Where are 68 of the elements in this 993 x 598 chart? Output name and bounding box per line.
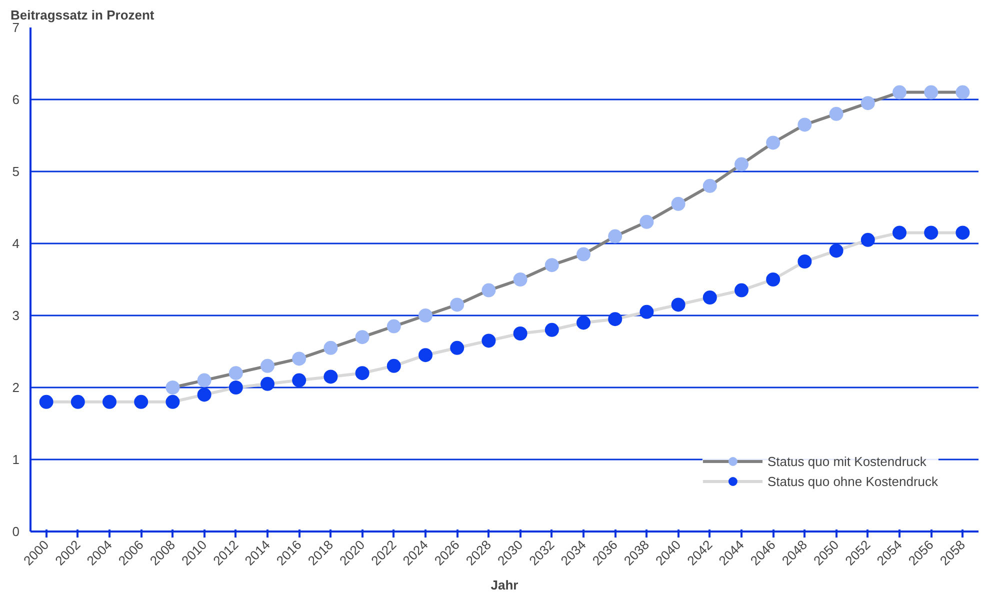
y-tick-label: 6 — [12, 92, 20, 107]
point — [671, 196, 686, 211]
point — [608, 312, 622, 326]
point — [734, 283, 748, 298]
point — [924, 85, 938, 100]
point — [640, 214, 654, 229]
point — [418, 348, 432, 362]
point — [418, 308, 432, 322]
point — [228, 380, 243, 394]
point — [260, 376, 274, 391]
y-tick-label: 2 — [12, 380, 20, 395]
y-tick-label: 1 — [12, 452, 20, 467]
point — [671, 298, 686, 312]
point — [386, 319, 401, 334]
point — [355, 366, 370, 380]
point — [482, 334, 496, 348]
y-tick-label: 7 — [12, 20, 20, 35]
point — [892, 85, 906, 100]
point — [956, 85, 970, 100]
y-axis-title: Beitragssatz in Prozent — [10, 8, 155, 22]
point — [576, 316, 590, 330]
point — [829, 106, 844, 121]
point — [513, 326, 528, 340]
point — [829, 244, 844, 258]
point — [766, 136, 780, 150]
point — [166, 380, 180, 394]
point — [766, 272, 780, 286]
point — [702, 178, 717, 193]
point — [956, 226, 970, 240]
point — [386, 358, 401, 373]
point — [860, 96, 875, 110]
point — [860, 232, 875, 247]
legend-label: Status quo ohne Kostendruck — [767, 474, 938, 488]
point — [576, 247, 590, 262]
point — [292, 352, 306, 366]
point — [292, 373, 306, 388]
point — [324, 340, 338, 355]
y-tick-label: 5 — [12, 164, 20, 179]
point — [702, 290, 717, 304]
point — [197, 388, 212, 402]
point — [482, 283, 496, 298]
point — [544, 258, 559, 272]
point — [544, 322, 559, 337]
point — [102, 394, 116, 409]
point — [228, 366, 243, 380]
point — [892, 226, 906, 240]
point — [798, 118, 812, 132]
point — [260, 358, 274, 373]
point — [798, 254, 812, 268]
point — [197, 373, 212, 388]
point — [450, 298, 464, 312]
y-tick-label: 3 — [12, 308, 20, 323]
y-tick-label: 0 — [12, 524, 20, 539]
point — [734, 157, 748, 172]
point — [70, 394, 85, 409]
point — [134, 394, 148, 409]
x-axis-title: Jahr — [490, 577, 518, 592]
y-tick-label: 4 — [12, 236, 20, 251]
point — [513, 272, 528, 286]
point — [166, 394, 180, 409]
point — [39, 394, 54, 409]
point — [924, 226, 938, 240]
point — [608, 229, 622, 244]
legend-label: Status quo mit Kostendruck — [767, 454, 926, 468]
point — [324, 370, 338, 384]
point — [640, 304, 654, 319]
point — [355, 330, 370, 344]
point — [450, 340, 464, 355]
